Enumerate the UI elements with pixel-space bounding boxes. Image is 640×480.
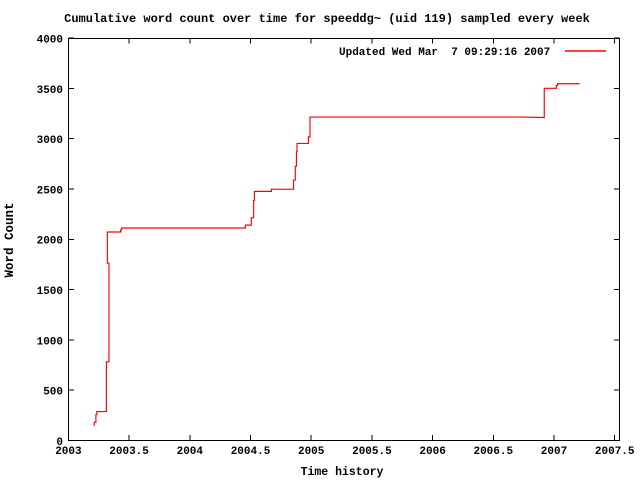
svg-text:2004: 2004 bbox=[177, 446, 204, 458]
svg-text:3000: 3000 bbox=[37, 135, 63, 147]
svg-text:2006: 2006 bbox=[419, 446, 445, 458]
svg-text:2000: 2000 bbox=[37, 236, 63, 248]
svg-text:2007.5: 2007.5 bbox=[595, 446, 635, 458]
svg-text:2003: 2003 bbox=[55, 446, 82, 458]
svg-text:2004.5: 2004.5 bbox=[231, 446, 271, 458]
svg-text:3500: 3500 bbox=[37, 85, 63, 97]
svg-text:1500: 1500 bbox=[37, 286, 63, 298]
svg-text:1000: 1000 bbox=[37, 336, 63, 348]
svg-text:2006.5: 2006.5 bbox=[473, 446, 513, 458]
svg-text:2003.5: 2003.5 bbox=[109, 446, 149, 458]
svg-text:4000: 4000 bbox=[37, 35, 63, 47]
svg-text:Time history: Time history bbox=[301, 466, 384, 479]
svg-text:Cumulative word count over tim: Cumulative word count over time for spee… bbox=[64, 12, 590, 26]
svg-text:2007: 2007 bbox=[541, 446, 567, 458]
svg-text:Word Count: Word Count bbox=[3, 202, 17, 277]
svg-text:2005.5: 2005.5 bbox=[352, 446, 392, 458]
svg-text:Updated Wed Mar 7 09:29:16 20: Updated Wed Mar 7 09:29:16 2007 bbox=[339, 47, 550, 59]
svg-text:500: 500 bbox=[43, 387, 63, 399]
svg-text:2500: 2500 bbox=[37, 185, 63, 197]
svg-text:2005: 2005 bbox=[298, 446, 325, 458]
